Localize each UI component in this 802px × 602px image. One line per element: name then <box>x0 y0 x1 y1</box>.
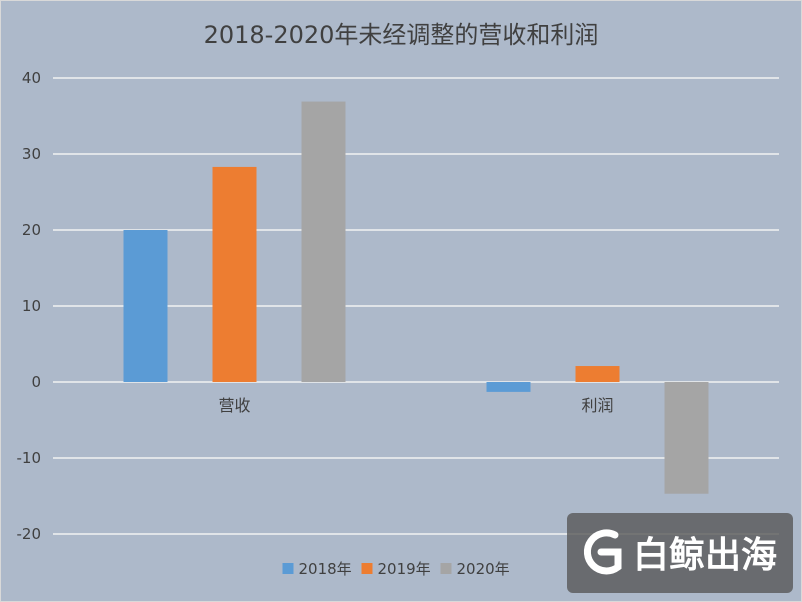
y-tick-label: 40 <box>22 69 41 87</box>
y-tick-label: 0 <box>31 373 41 391</box>
y-tick-label: 20 <box>22 221 41 239</box>
y-axis-tick-labels: 40 30 20 10 0 -10 -20 <box>17 69 42 543</box>
legend-label: 2019年 <box>378 560 431 578</box>
legend-label: 2018年 <box>299 560 352 578</box>
legend-swatch <box>440 563 452 574</box>
y-tick-label: -20 <box>17 525 42 543</box>
legend-swatch <box>361 563 373 574</box>
y-tick-label: 10 <box>22 297 41 315</box>
legend: 2018年 2019年 2020年 <box>282 560 510 578</box>
x-category-label: 营收 <box>218 396 250 415</box>
y-tick-label: -10 <box>17 449 42 467</box>
bars <box>123 101 709 494</box>
bar-revenue-0 <box>123 230 168 382</box>
chart-title: 2018-2020年未经调整的营收和利润 <box>204 21 599 49</box>
y-tick-label: 30 <box>22 145 41 163</box>
bar-profit-2 <box>664 382 709 494</box>
bar-revenue-1 <box>212 166 257 382</box>
bar-profit-1 <box>575 366 620 382</box>
watermark-text: 白鲸出海 <box>633 535 777 576</box>
x-category-label: 利润 <box>581 396 613 415</box>
legend-label: 2020年 <box>457 560 510 578</box>
legend-swatch <box>282 563 294 574</box>
gridlines <box>53 77 779 535</box>
g-logo-icon <box>583 529 622 575</box>
bar-revenue-2 <box>301 101 346 382</box>
watermark: 白鲸出海 <box>567 513 793 593</box>
watermark-background <box>567 513 793 593</box>
bar-profit-0 <box>486 382 531 392</box>
x-axis-category-labels: 营收 利润 <box>218 396 613 415</box>
